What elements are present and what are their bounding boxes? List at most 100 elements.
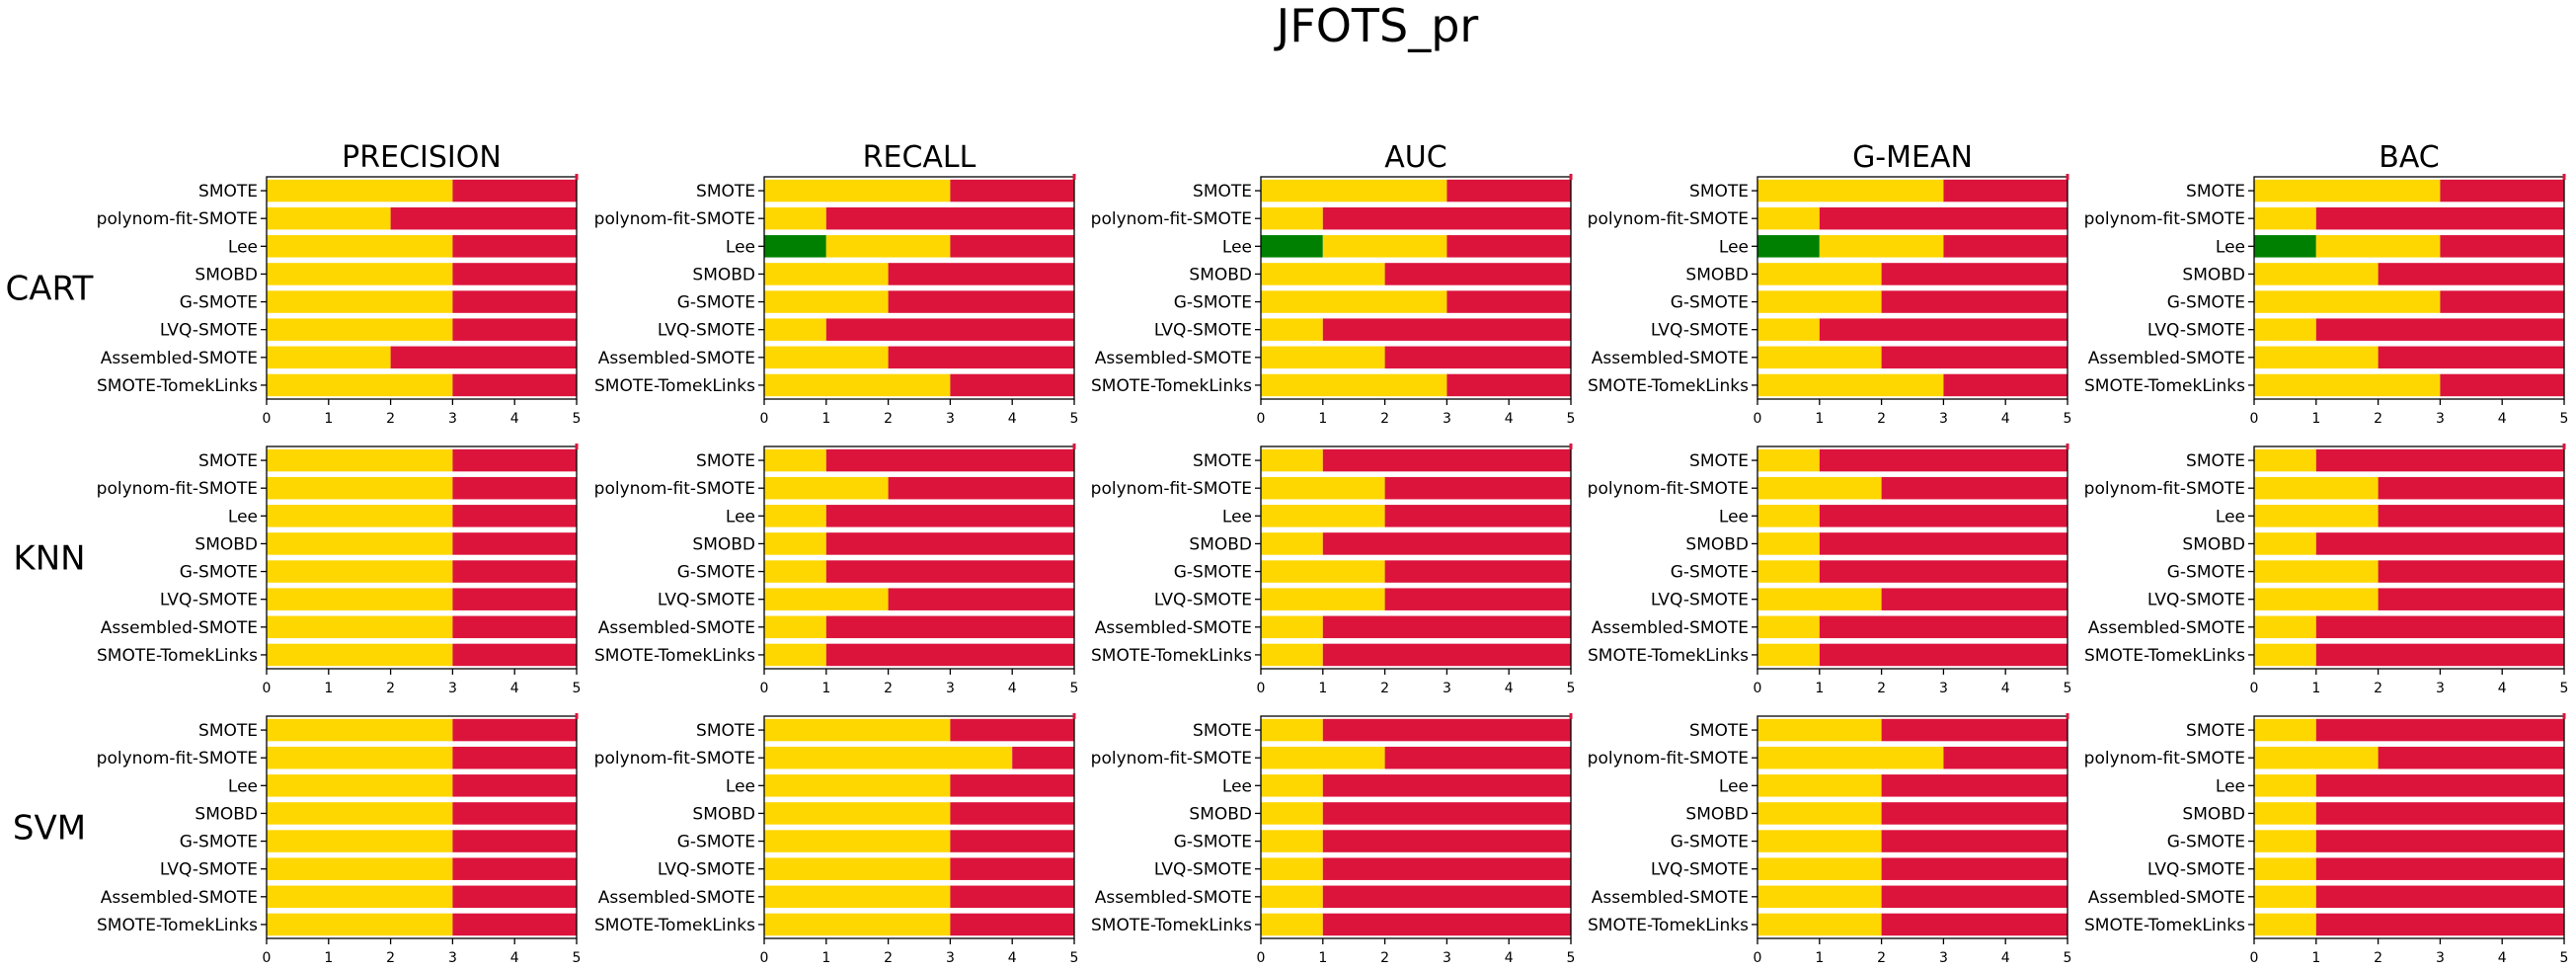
y-tick-label: Assembled-SMOTE	[1592, 349, 1749, 368]
axes-frame	[1260, 176, 1572, 400]
x-tick-label: 0	[2250, 950, 2259, 966]
y-tick-label: LVQ-SMOTE	[658, 591, 755, 610]
bar-segment	[2254, 615, 2316, 639]
bar-segment	[452, 774, 577, 797]
x-tick-label: 0	[263, 950, 272, 966]
y-tick-label: G-SMOTE	[1174, 833, 1252, 852]
x-tick-label: 4	[510, 950, 519, 966]
bar-segment	[1757, 476, 1882, 500]
bar-segment	[2254, 505, 2379, 527]
bar-segment	[825, 560, 1074, 583]
bar-segment	[452, 235, 577, 258]
bar-segment	[1757, 802, 1882, 825]
bar-segment	[825, 235, 951, 258]
bar-segment	[452, 802, 577, 825]
y-tick-label: Lee	[726, 237, 755, 257]
bar-segment	[764, 615, 826, 639]
bar-segment	[950, 179, 1074, 202]
x-tick-label: 1	[821, 681, 830, 696]
bar-segment	[888, 588, 1074, 610]
y-tick-label: SMOTE-TomekLinks	[1091, 916, 1252, 935]
y-tick-label: SMOTE	[696, 721, 755, 741]
axes-frame	[2253, 176, 2565, 400]
bar-segment	[267, 830, 453, 852]
x-tick-label: 3	[1443, 681, 1451, 696]
bar-segment	[452, 718, 577, 742]
panel-cart-g-mean: G-MEAN SMOTE polynom-fit-SMOTE Lee SMOBD G-SM…	[1588, 140, 2072, 427]
y-tick-label: polynom-fit-SMOTE	[1588, 749, 1749, 769]
y-tick-label: Assembled-SMOTE	[598, 349, 755, 368]
y-tick-label: SMOBD	[1189, 804, 1252, 824]
y-tick-label: SMOBD	[692, 534, 755, 554]
x-tick-label: 1	[2311, 950, 2320, 966]
x-tick-label: 4	[2498, 950, 2507, 966]
bar-segment	[1261, 588, 1385, 610]
x-tick-label: 4	[510, 411, 519, 427]
y-tick-label: LVQ-SMOTE	[160, 860, 258, 880]
x-tick-label: 0	[760, 681, 769, 696]
x-tick-label: 2	[1877, 411, 1886, 427]
y-tick-label: SMOBD	[1189, 265, 1252, 284]
bar-segment	[267, 802, 453, 825]
bar-segment	[267, 346, 391, 369]
y-tick-label: G-SMOTE	[180, 293, 258, 313]
y-tick-label: G-SMOTE	[1671, 833, 1749, 852]
x-tick-label: 3	[448, 411, 457, 427]
x-tick-label: 0	[2250, 681, 2259, 696]
bar-segment	[1446, 373, 1571, 397]
bar-segment	[950, 235, 1074, 258]
bar-segment	[1261, 532, 1323, 555]
bar-segment	[1819, 560, 2068, 583]
bar-segment	[825, 532, 1074, 555]
panel-knn-recall: SMOTE polynom-fit-SMOTE Lee SMOBD G-SMOTE LVQ…	[594, 444, 1078, 696]
axes-frame	[763, 176, 1075, 400]
bar-segment	[764, 448, 826, 472]
bar-segment	[1757, 206, 1820, 230]
bar-segment	[2378, 263, 2564, 285]
y-tick-label: SMOTE	[1689, 451, 1749, 471]
panel-svm-precision: SMOTE polynom-fit-SMOTE Lee SMOBD G-SMOTE LVQ…	[97, 713, 581, 966]
bar-segment	[1943, 373, 2068, 397]
y-tick-label: Assembled-SMOTE	[1592, 618, 1749, 638]
x-tick-label: 5	[573, 411, 582, 427]
y-tick-label: G-SMOTE	[2167, 293, 2245, 313]
axes-frame	[266, 715, 578, 939]
bar-segment	[2378, 560, 2564, 583]
bar-segment	[2315, 643, 2564, 667]
bar-segment	[1446, 179, 1571, 202]
panel-svm-auc: SMOTE polynom-fit-SMOTE Lee SMOBD G-SMOTE LVQ…	[1091, 713, 1575, 966]
y-tick-label: SMOTE-TomekLinks	[594, 646, 755, 666]
bar-segment	[452, 373, 577, 397]
bar-segment	[950, 774, 1074, 797]
bar-segment	[950, 373, 1074, 397]
panel-grid: CART KNN SVM PRECISION SMOTE polynom-fit-SMOT…	[6, 140, 2569, 966]
bar-segment	[267, 774, 453, 797]
bar-segment	[452, 913, 577, 936]
bar-segment	[825, 318, 1074, 341]
bar-segment	[1881, 346, 2068, 369]
x-tick-label: 1	[324, 411, 333, 427]
bar-segment	[1261, 857, 1323, 880]
bar-segment	[1261, 643, 1323, 667]
x-tick-label: 4	[2001, 681, 2010, 696]
bar-segment	[2315, 615, 2564, 639]
bar-segment	[2315, 774, 2564, 797]
x-tick-label: 1	[1815, 950, 1824, 966]
y-tick-label: G-SMOTE	[180, 833, 258, 852]
bar-segment	[1261, 476, 1385, 500]
x-tick-label: 0	[263, 681, 272, 696]
bar-segment	[452, 179, 577, 202]
y-tick-label: SMOTE	[198, 182, 258, 202]
bar-segment	[1384, 560, 1571, 583]
x-tick-label: 3	[1939, 681, 1948, 696]
y-tick-label: SMOTE-TomekLinks	[1588, 646, 1749, 666]
bar-segment	[2440, 290, 2564, 313]
column-title-bac: BAC	[2379, 140, 2440, 175]
bar-segment	[1322, 318, 1571, 341]
x-tick-label: 2	[386, 681, 395, 696]
bar-segment	[267, 746, 453, 769]
bar-segment	[2254, 476, 2379, 500]
y-tick-label: SMOBD	[195, 265, 258, 284]
y-tick-label: SMOTE	[696, 182, 755, 202]
y-tick-label: SMOTE-TomekLinks	[1091, 646, 1252, 666]
